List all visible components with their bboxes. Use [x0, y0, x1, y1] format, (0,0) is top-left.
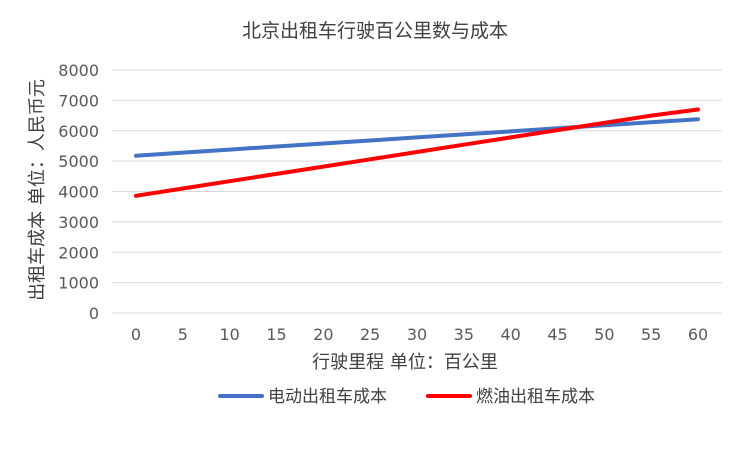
y-tick-label: 0	[89, 304, 99, 323]
series-line-fuel	[136, 110, 698, 196]
x-tick-label: 30	[407, 325, 427, 344]
x-tick-label: 40	[500, 325, 520, 344]
x-tick-labels: 0 5 10 15 20 25 30 35 40 45 50 55 60	[131, 325, 708, 344]
legend-label-fuel: 燃油出租车成本	[476, 387, 595, 407]
x-tick-label: 5	[178, 325, 188, 344]
y-tick-label: 7000	[58, 91, 99, 110]
legend: 电动出租车成本 燃油出租车成本	[220, 387, 595, 407]
x-tick-label: 20	[313, 325, 333, 344]
y-tick-label: 4000	[58, 183, 99, 202]
legend-label-ev: 电动出租车成本	[268, 387, 387, 407]
x-tick-label: 35	[454, 325, 474, 344]
x-axis-label: 行驶里程 单位：百公里	[312, 352, 498, 373]
y-tick-label: 6000	[58, 122, 99, 141]
y-tick-labels: 0 1000 2000 3000 4000 5000 6000 7000 8000	[58, 61, 99, 323]
x-tick-label: 15	[266, 325, 286, 344]
x-tick-label: 60	[688, 325, 708, 344]
x-tick-label: 10	[219, 325, 239, 344]
y-tick-label: 1000	[58, 274, 99, 293]
x-tick-label: 0	[131, 325, 141, 344]
x-tick-label: 50	[594, 325, 614, 344]
x-tick-label: 55	[641, 325, 661, 344]
y-tick-label: 8000	[58, 61, 99, 80]
y-tick-label: 2000	[58, 243, 99, 262]
y-tick-label: 3000	[58, 213, 99, 232]
y-tick-label: 5000	[58, 152, 99, 171]
series-layer	[136, 109, 698, 195]
x-tick-label: 45	[547, 325, 567, 344]
grid-layer	[112, 70, 722, 313]
chart-title: 北京出租车行驶百公里数与成本	[242, 20, 508, 42]
y-axis-label: 出租车成本 单位：人民币元	[27, 79, 48, 301]
x-tick-label: 25	[360, 325, 380, 344]
